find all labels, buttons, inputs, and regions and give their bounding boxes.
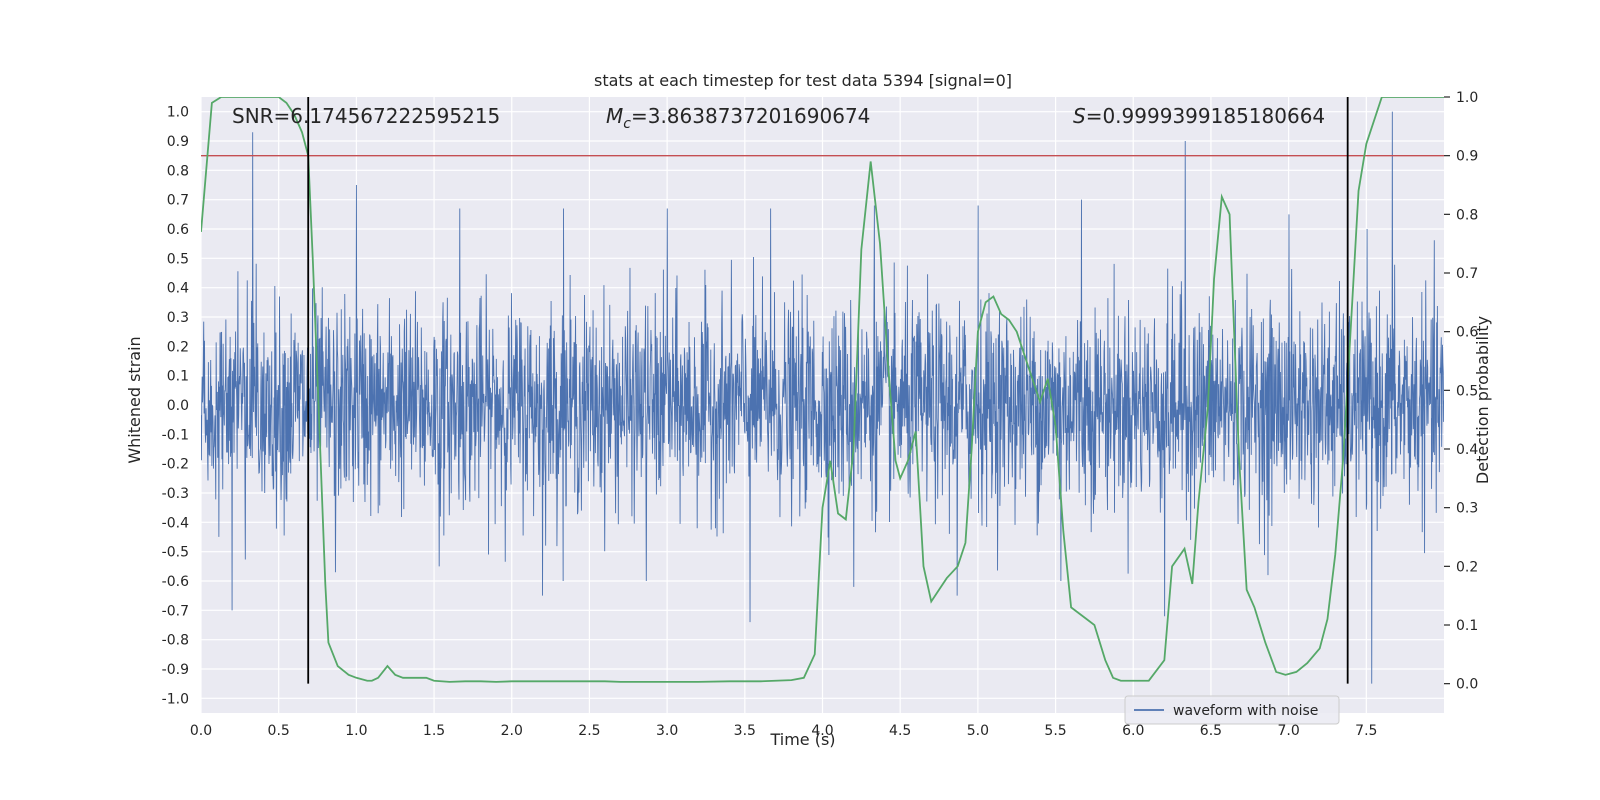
s-value: =0.9999399185180664 <box>1086 104 1325 128</box>
x-tick-label: 1.5 <box>423 723 445 739</box>
left-y-tick-label: -0.6 <box>162 574 189 590</box>
left-y-tick-label: 0.8 <box>167 163 189 179</box>
plot-area <box>201 97 1444 684</box>
left-y-tick-label: -1.0 <box>162 691 189 707</box>
x-tick-label: 4.0 <box>811 723 833 739</box>
snr-annotation: SNR=6.174567222595215 <box>232 104 500 128</box>
chart-title: stats at each timestep for test data 539… <box>594 71 1012 90</box>
right-y-tick-label: 0.2 <box>1456 559 1478 575</box>
left-y-tick-label: 0.9 <box>167 134 189 150</box>
mc-value: =3.8638737201690674 <box>631 104 870 128</box>
right-y-tick-label: 0.9 <box>1456 149 1478 165</box>
legend-box <box>1124 695 1340 725</box>
s-annotation: S=0.9999399185180664 <box>1073 104 1325 128</box>
x-tick-label: 6.5 <box>1200 723 1222 739</box>
left-y-tick-label: -0.2 <box>162 457 189 473</box>
x-tick-label: 4.5 <box>889 723 911 739</box>
left-y-tick-label: -0.3 <box>162 486 189 502</box>
left-y-tick-label: 0.3 <box>167 310 189 326</box>
left-y-axis-ticks: -1.0 -0.9 -0.8 -0.7 -0.6 -0.5 -0.4 -0.3 -0.2 -0.1… <box>162 105 189 708</box>
left-y-tick-label: 0.7 <box>167 193 189 209</box>
left-y-tick-label: -0.5 <box>162 545 189 561</box>
x-tick-label: 5.0 <box>967 723 989 739</box>
right-y-tick-label: 0.8 <box>1456 207 1478 223</box>
x-tick-label: 7.0 <box>1277 723 1299 739</box>
x-tick-label: 2.5 <box>578 723 600 739</box>
right-y-tick-label: 0.1 <box>1456 618 1478 634</box>
x-tick-label: 7.5 <box>1355 723 1377 739</box>
left-y-tick-label: 1.0 <box>167 105 189 121</box>
left-y-tick-label: 0.4 <box>167 281 189 297</box>
left-y-tick-label: 0.1 <box>167 369 189 385</box>
x-tick-label: 0.5 <box>268 723 290 739</box>
left-y-tick-label: -0.7 <box>162 603 189 619</box>
right-y-tick-label: 0.6 <box>1456 325 1478 341</box>
right-y-tick-label: 0.5 <box>1456 383 1478 399</box>
right-y-tick-label: 0.7 <box>1456 266 1478 282</box>
x-tick-label: 6.0 <box>1122 723 1144 739</box>
x-tick-label: 1.0 <box>345 723 367 739</box>
left-y-tick-label: -0.9 <box>162 662 189 678</box>
x-tick-label: 3.0 <box>656 723 678 739</box>
left-y-tick-label: 0.2 <box>167 339 189 355</box>
x-tick-label: 3.5 <box>734 723 756 739</box>
waveform-series-line <box>201 111 1444 684</box>
mc-symbol: M <box>606 104 623 128</box>
right-y-tick-label: 0.0 <box>1456 677 1478 693</box>
s-symbol: S <box>1073 104 1086 128</box>
right-y-tick-label: 0.4 <box>1456 442 1478 458</box>
left-y-tick-label: -0.8 <box>162 633 189 649</box>
legend: waveform with noise <box>1124 695 1340 725</box>
mc-subscript: c <box>623 116 631 132</box>
left-y-tick-label: 0.6 <box>167 222 189 238</box>
x-tick-label: 0.0 <box>190 723 212 739</box>
x-axis-label: Time (s) <box>769 730 835 749</box>
left-y-axis-label: Whitened strain <box>125 336 144 463</box>
mc-annotation: Mc=3.8638737201690674 <box>606 104 870 132</box>
left-y-tick-label: -0.4 <box>162 515 189 531</box>
probability-series-line <box>201 97 1444 683</box>
right-y-axis-ticks: 0.0 0.1 0.2 0.3 0.4 0.5 0.6 0.7 0.8 0.9 1.0 <box>1444 90 1478 693</box>
left-y-tick-label: 0.0 <box>167 398 189 414</box>
right-y-tick-label: 0.3 <box>1456 501 1478 517</box>
x-axis-ticks: 0.0 0.5 1.0 1.5 2.0 2.5 3.0 3.5 4.0 4.5 5.0 5.5 6.0 6… <box>190 723 1378 739</box>
right-y-tick-label: 1.0 <box>1456 90 1478 106</box>
x-tick-label: 2.0 <box>501 723 523 739</box>
x-tick-label: 5.5 <box>1044 723 1066 739</box>
left-y-tick-label: 0.5 <box>167 251 189 267</box>
right-y-axis-label: Detection probability <box>1473 316 1492 484</box>
left-y-tick-label: -0.1 <box>162 427 189 443</box>
legend-label-waveform: waveform with noise <box>1173 703 1318 719</box>
